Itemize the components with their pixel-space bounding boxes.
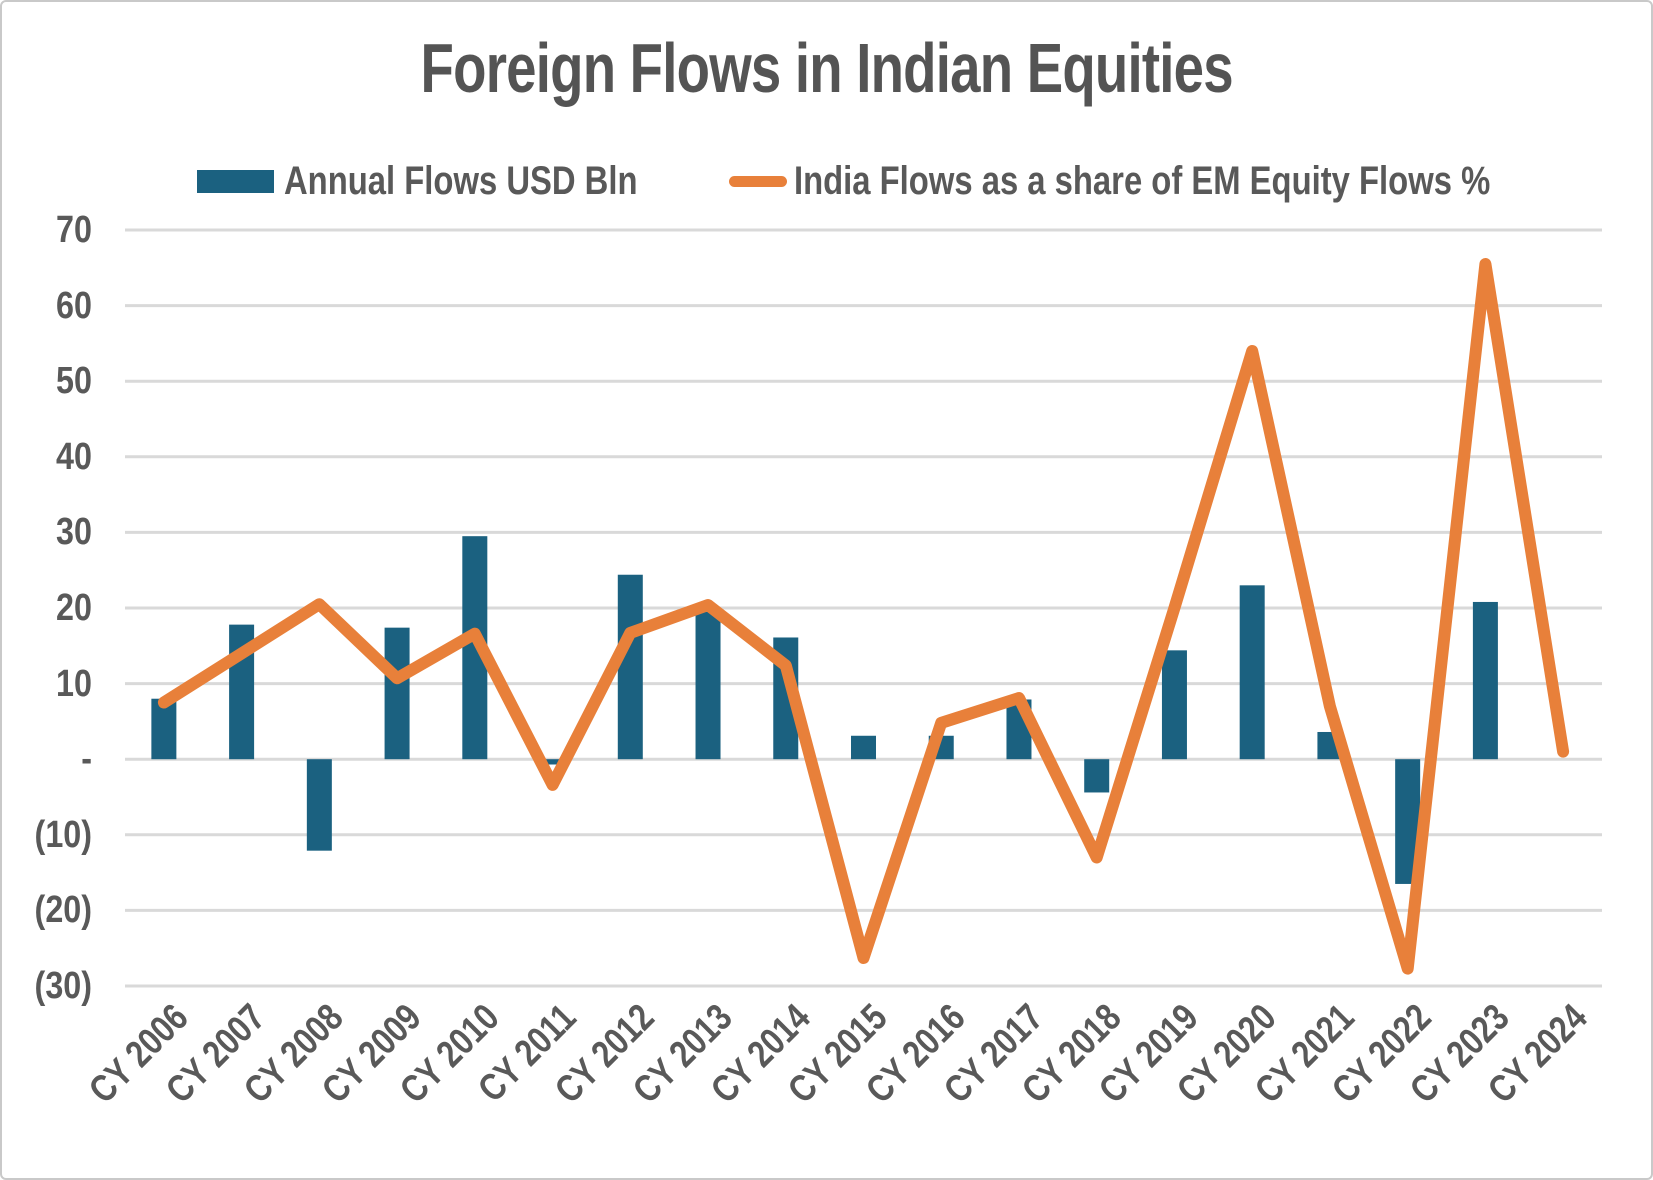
y-tick-label: (30) <box>34 965 92 1007</box>
legend-label-annual-flows: Annual Flows USD Bln <box>284 159 638 203</box>
india-share-line <box>157 258 1570 975</box>
legend-bar-swatch <box>197 170 274 193</box>
y-tick-label: (20) <box>34 889 92 932</box>
bar-annual-flows <box>1084 759 1110 793</box>
bar-annual-flows <box>384 627 410 760</box>
y-tick-label: 10 <box>56 662 92 705</box>
bar-annual-flows <box>1239 585 1265 760</box>
y-tick-label: 20 <box>56 587 92 629</box>
bar-annual-flows <box>540 759 566 765</box>
legend-line-swatch <box>729 176 787 187</box>
bar-annual-flows <box>151 698 177 760</box>
bar-annual-flows <box>1472 601 1498 760</box>
y-tick-label: 70 <box>56 209 92 251</box>
chart-title: Foreign Flows in Indian Equities <box>2 28 1651 108</box>
bar-annual-flows <box>617 574 643 760</box>
bar-annual-flows <box>851 735 876 760</box>
y-tick-label: - <box>81 738 92 781</box>
chart-title-text: Foreign Flows in Indian Equities <box>420 29 1233 107</box>
y-tick-label: 60 <box>56 284 92 327</box>
y-tick-label: 40 <box>56 435 92 478</box>
y-tick-label: 30 <box>56 511 92 554</box>
bar-annual-flows <box>306 759 332 851</box>
y-tick-label: 50 <box>56 360 92 403</box>
y-tick-label: (10) <box>34 813 92 856</box>
bar-annual-flows <box>1161 650 1187 760</box>
legend-label-india-share: India Flows as a share of EM Equity Flow… <box>794 159 1491 203</box>
bar-annual-flows <box>695 611 721 760</box>
